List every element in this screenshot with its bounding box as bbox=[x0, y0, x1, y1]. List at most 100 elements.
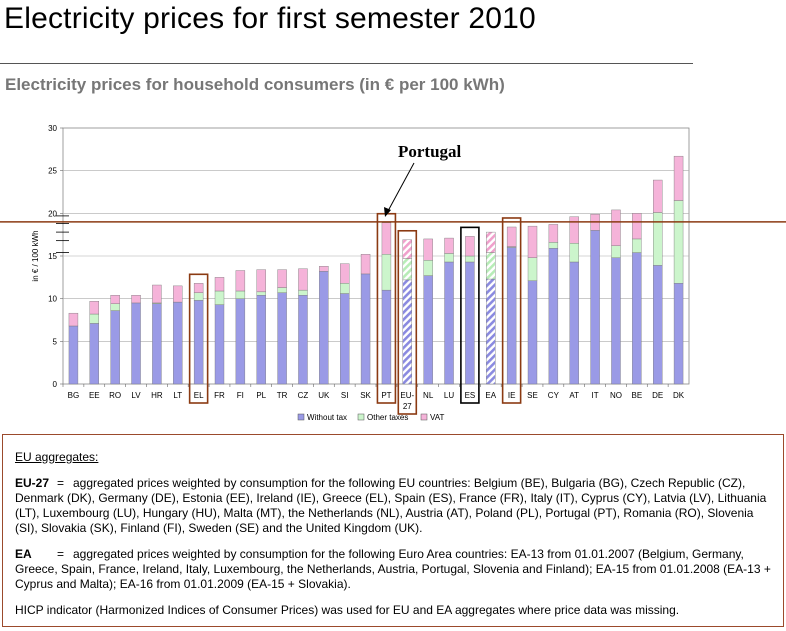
bar-pt-without-tax bbox=[381, 289, 392, 385]
x-tick-label-uk: UK bbox=[318, 391, 330, 400]
bar-tr-without-tax bbox=[277, 292, 287, 385]
bar-hr-without-tax bbox=[152, 303, 162, 385]
x-tick-label-ea: EA bbox=[485, 391, 496, 400]
bar-es-vat bbox=[465, 236, 475, 257]
page-title: Electricity prices for first semester 20… bbox=[4, 2, 536, 35]
bar-it-without-tax bbox=[590, 230, 600, 385]
ea-text: aggregated prices weighted by consumptio… bbox=[15, 547, 771, 591]
x-tick-label-lu: LU bbox=[444, 391, 454, 400]
bar-si-other-taxes bbox=[340, 283, 350, 294]
bar-tr-other-taxes bbox=[277, 287, 287, 293]
x-tick-label-se: SE bbox=[527, 391, 538, 400]
bar-cz-vat bbox=[298, 268, 308, 291]
bar-de-other-taxes bbox=[653, 212, 663, 266]
portugal-annotation: Portugal bbox=[398, 142, 462, 161]
bar-es-without-tax bbox=[465, 261, 475, 385]
bar-es-other-taxes bbox=[465, 255, 475, 263]
bar-at-without-tax bbox=[569, 261, 579, 385]
bar-uk-vat bbox=[319, 266, 329, 272]
bar-nl-other-taxes bbox=[423, 260, 433, 276]
y-tick-label: 5 bbox=[53, 337, 58, 346]
bar-no-without-tax bbox=[611, 257, 621, 385]
y-tick-label: 30 bbox=[48, 124, 57, 133]
x-tick-label-ie: IE bbox=[508, 391, 516, 400]
bar-ie-vat bbox=[506, 226, 517, 247]
bar-se-other-taxes bbox=[527, 257, 538, 281]
bar-ea-vat bbox=[486, 231, 496, 253]
electricity-price-chart: 0 5 10 15 20 25 30 BG EE RO LV HR LT EL FR FI PL TR CZ UK SI… bbox=[0, 124, 786, 422]
x-tick-label-dk: DK bbox=[673, 391, 685, 400]
eu-aggregates-notes: EU aggregates: EU-27 = aggregated prices w… bbox=[2, 434, 784, 627]
bar-ee-other-taxes bbox=[89, 313, 100, 324]
x-tick-label-lv: LV bbox=[131, 391, 141, 400]
highlight-box-es bbox=[460, 226, 480, 404]
y-tick-label: 10 bbox=[48, 295, 57, 304]
y-axis-label: in € / 100 kWh bbox=[31, 230, 40, 281]
bar-lu-other-taxes bbox=[444, 253, 454, 263]
bar-se-vat bbox=[527, 225, 538, 258]
legend-swatch-vat bbox=[420, 413, 428, 421]
bar-cz-without-tax bbox=[298, 295, 308, 385]
bar-pl-other-taxes bbox=[256, 291, 266, 296]
bar-si-without-tax bbox=[340, 293, 350, 385]
eu27-equals: = bbox=[57, 476, 65, 490]
bar-be-without-tax bbox=[632, 252, 642, 385]
bar-ro-vat bbox=[110, 295, 120, 304]
x-tick-label-pt: PT bbox=[381, 391, 391, 400]
bar-dk-without-tax bbox=[673, 283, 684, 385]
bar-tr-vat bbox=[277, 269, 287, 288]
y-tick-label: 15 bbox=[48, 252, 57, 261]
x-tick-label-es: ES bbox=[465, 391, 476, 400]
bar-at-other-taxes bbox=[569, 242, 579, 263]
bar-fi-vat bbox=[235, 270, 246, 292]
bar-ee-without-tax bbox=[89, 323, 100, 385]
ea-definition: EA = aggregated prices weighted by consump… bbox=[15, 547, 771, 592]
bar-de-without-tax bbox=[653, 265, 663, 385]
x-tick-label-cy: CY bbox=[548, 391, 560, 400]
bar-cz-other-taxes bbox=[298, 289, 308, 296]
bar-nl-vat bbox=[423, 238, 433, 261]
bar-eu-27-vat bbox=[402, 239, 412, 259]
legend-label-without-tax: Without tax bbox=[307, 413, 347, 422]
bar-nl-without-tax bbox=[423, 275, 433, 385]
bar-ea-without-tax bbox=[486, 278, 496, 385]
bar-be-vat bbox=[632, 213, 642, 240]
bar-dk-other-taxes bbox=[673, 200, 684, 284]
bar-ee-vat bbox=[89, 301, 100, 315]
y-tick-label: 0 bbox=[53, 380, 58, 389]
x-tick-label-sk: SK bbox=[360, 391, 371, 400]
highlight-box-eu-27 bbox=[397, 229, 418, 415]
legend-label-vat: VAT bbox=[430, 413, 444, 422]
x-tick-label-eu-27: EU-27 bbox=[400, 391, 414, 411]
bar-be-other-taxes bbox=[632, 238, 642, 253]
bar-se-without-tax bbox=[527, 280, 538, 385]
x-tick-label-si: SI bbox=[341, 391, 349, 400]
x-tick-label-bg: BG bbox=[68, 391, 80, 400]
eu27-definition: EU-27 = aggregated prices weighted by cons… bbox=[15, 476, 771, 536]
x-tick-label-it: IT bbox=[592, 391, 599, 400]
eu27-text: aggregated prices weighted by consumptio… bbox=[15, 476, 767, 535]
bar-fr-without-tax bbox=[214, 304, 225, 385]
bar-ea-other-taxes bbox=[486, 252, 496, 280]
hicp-note: HICP indicator (Harmonized Indices of Co… bbox=[15, 603, 680, 617]
legend-swatch-without-tax bbox=[297, 413, 305, 421]
bar-pt-vat bbox=[381, 222, 392, 255]
chart-subtitle: Electricity prices for household consume… bbox=[5, 75, 505, 94]
notes-heading: EU aggregates: bbox=[15, 450, 99, 464]
highlight-box-el bbox=[188, 273, 209, 404]
bar-pt-other-taxes bbox=[381, 254, 392, 291]
bar-sk-vat bbox=[360, 254, 371, 275]
bar-de-vat bbox=[653, 179, 663, 213]
legend-swatch-other-taxes bbox=[357, 413, 365, 421]
ea-equals: = bbox=[57, 547, 65, 561]
bar-ro-other-taxes bbox=[110, 303, 120, 311]
x-tick-label-lt: LT bbox=[173, 391, 182, 400]
x-tick-label-hr: HR bbox=[151, 391, 163, 400]
x-tick-label-fi: FI bbox=[237, 391, 244, 400]
bar-lt-without-tax bbox=[173, 301, 183, 385]
x-tick-label-at: AT bbox=[569, 391, 579, 400]
y-tick-label: 20 bbox=[48, 209, 57, 218]
bar-lv-vat bbox=[131, 295, 141, 304]
annotation-arrowhead bbox=[384, 207, 391, 217]
bar-ro-without-tax bbox=[110, 310, 120, 385]
